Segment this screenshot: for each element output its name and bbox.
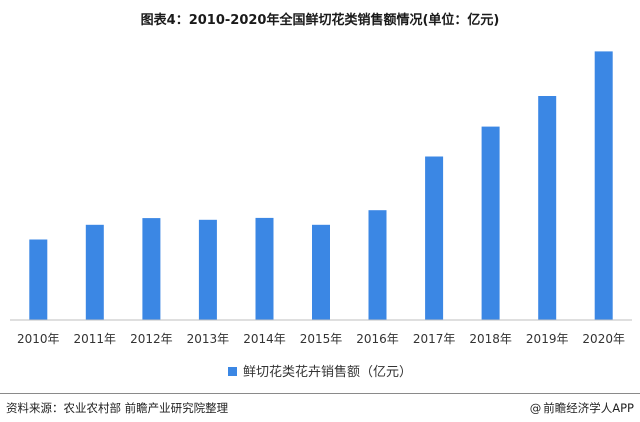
x-tick-label: 2011年: [74, 332, 117, 346]
legend-swatch: [227, 367, 237, 376]
bar-2012年: [142, 218, 161, 320]
bar-2010年: [29, 239, 48, 320]
x-tick-label: 2012年: [130, 332, 173, 346]
bar-2014年: [255, 217, 274, 320]
x-tick-label: 2014年: [243, 332, 286, 346]
bar-2017年: [425, 156, 444, 320]
bar-2015年: [312, 224, 330, 320]
bar-2020年: [594, 51, 613, 321]
at-icon: @: [529, 401, 542, 415]
footer: 资料来源：农业农村部 前瞻产业研究院整理 @ 前瞻经济学人APP: [0, 393, 640, 422]
x-tick-label: 2016年: [356, 332, 399, 346]
brand-label: 前瞻经济学人APP: [543, 401, 634, 415]
bar-2018年: [481, 126, 500, 320]
x-tick-label: 2013年: [187, 332, 230, 346]
brand-mark: @ 前瞻经济学人APP: [530, 400, 634, 416]
x-tick-label: 2019年: [526, 332, 569, 346]
bar-2011年: [85, 224, 104, 320]
x-tick-label: 2018年: [469, 332, 512, 346]
chart-title: 图表4：2010-2020年全国鲜切花类销售额情况(单位：亿元): [140, 13, 500, 28]
legend: 鲜切花类花卉销售额（亿元）: [0, 361, 640, 380]
bar-2013年: [198, 219, 217, 320]
x-tick-label: 2010年: [17, 332, 60, 346]
x-tick-label: 2017年: [413, 332, 456, 346]
source-note: 资料来源：农业农村部 前瞻产业研究院整理: [6, 401, 229, 415]
bar-2019年: [538, 96, 557, 320]
x-tick-label: 2015年: [300, 332, 343, 346]
bar-2016年: [368, 210, 387, 320]
legend-label: 鲜切花类花卉销售额（亿元）: [242, 365, 412, 380]
x-tick-label: 2020年: [582, 332, 625, 346]
